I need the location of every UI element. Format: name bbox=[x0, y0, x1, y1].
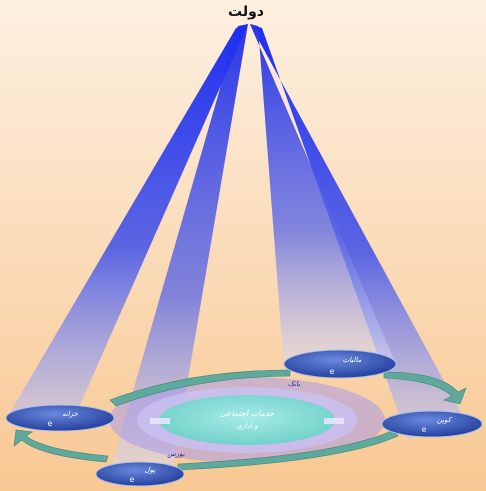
core-ellipse bbox=[159, 395, 335, 445]
cycle-arrows bbox=[13, 369, 467, 471]
node-right: کوپن e bbox=[381, 410, 483, 438]
arrow-bottom-to-left bbox=[13, 429, 109, 463]
beam-to-right-top bbox=[250, 24, 396, 368]
beam-to-bottom bbox=[108, 24, 248, 478]
center-rings bbox=[109, 377, 385, 463]
beam-to-right bbox=[250, 24, 464, 440]
top-label: دولت bbox=[228, 4, 264, 20]
center-text-line1: خدمات اجتماعی bbox=[220, 409, 274, 418]
node-right-top: مالیات e bbox=[283, 349, 397, 379]
arrow-top-to-right bbox=[383, 371, 467, 405]
node-bottom: پول e bbox=[95, 461, 185, 487]
node-icon: e bbox=[130, 475, 135, 484]
node-icon: e bbox=[48, 419, 53, 428]
ring-label-top: بانک bbox=[288, 380, 300, 388]
beams bbox=[8, 24, 464, 478]
node-label: کوپن bbox=[437, 416, 453, 424]
arrow-right-to-bottom bbox=[177, 429, 399, 471]
nodes: مالیات e کوپن e پول e خزانه e bbox=[5, 349, 483, 487]
node-icon: e bbox=[330, 367, 335, 376]
node-label: خزانه bbox=[62, 410, 79, 418]
node-label: پول bbox=[145, 466, 156, 474]
node-icon: e bbox=[422, 425, 427, 434]
node-left: خزانه e bbox=[5, 404, 115, 432]
ring-label-bottom: بورس bbox=[167, 450, 185, 458]
arrow-left-to-top bbox=[109, 369, 291, 407]
beam-to-left bbox=[8, 24, 248, 432]
node-label: مالیات bbox=[343, 356, 362, 364]
center-text-line2: و اداری bbox=[236, 422, 258, 430]
